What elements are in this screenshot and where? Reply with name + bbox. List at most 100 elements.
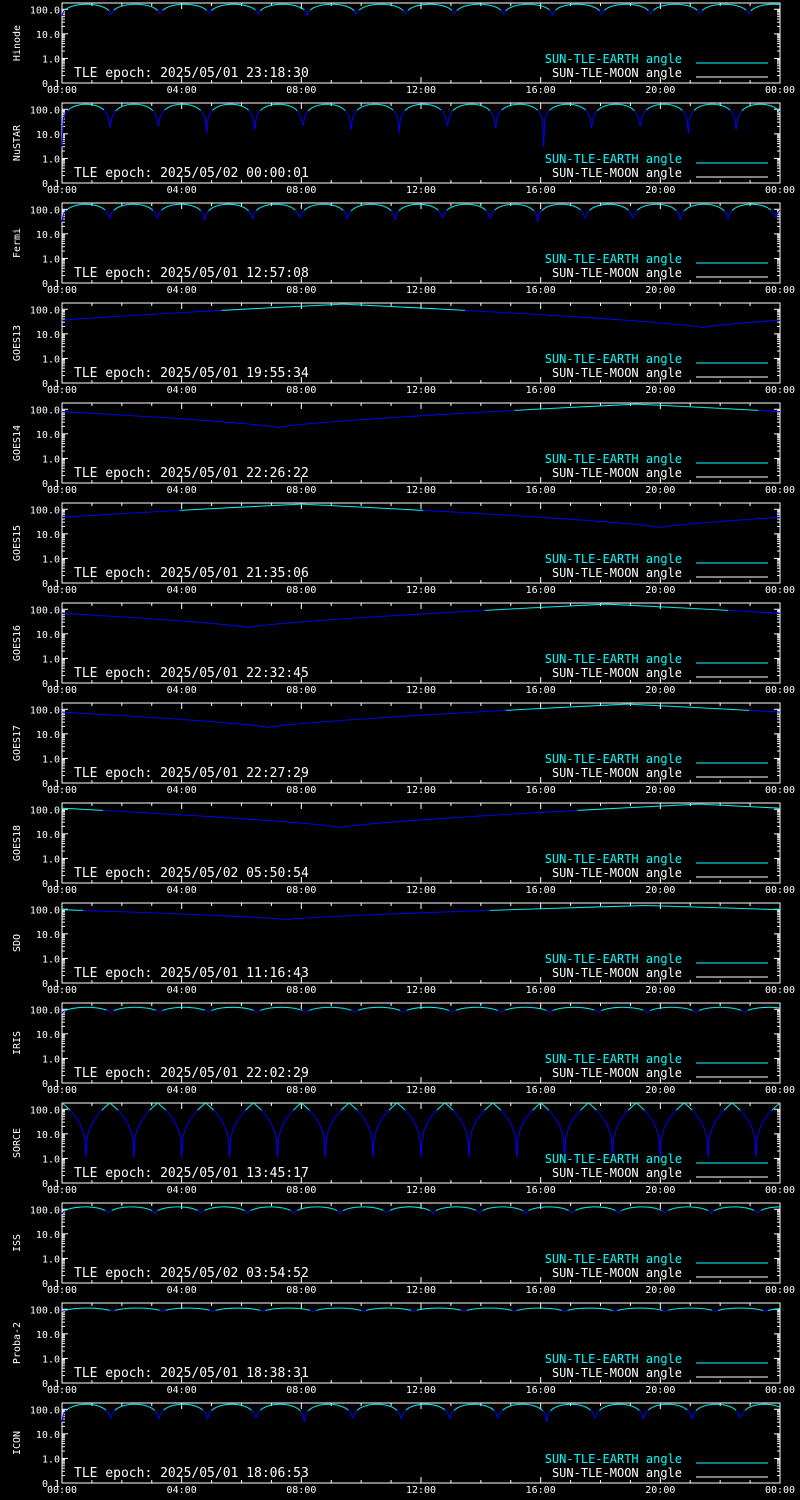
sun-earth-segment — [586, 212, 588, 216]
sun-earth-segment — [157, 213, 160, 218]
sun-earth-segment — [256, 114, 258, 118]
sun-earth-segment — [339, 207, 342, 210]
tle-epoch-label: TLE epoch: 2025/05/01 22:26:22 — [74, 466, 309, 481]
sun-earth-segment — [402, 10, 405, 12]
sun-earth-segment — [352, 113, 355, 117]
sun-earth-segment — [593, 206, 595, 208]
sun-earth-segment — [260, 9, 262, 12]
sun-earth-segment — [168, 106, 170, 108]
sun-earth-segment — [630, 107, 632, 109]
sun-earth-segment — [66, 7, 69, 9]
sun-earth-segment — [153, 7, 155, 9]
sun-earth-segment — [657, 6, 659, 9]
sun-earth-segment — [457, 106, 460, 108]
legend-sun-earth-label: SUN-TLE-EARTH angle — [545, 352, 682, 366]
x-tick-label: 08:00 — [286, 85, 316, 96]
sun-earth-segment — [106, 8, 109, 11]
sun-earth-segment — [300, 7, 302, 9]
sun-earth-segment — [773, 106, 776, 109]
legend-sun-earth-label: SUN-TLE-EARTH angle — [545, 52, 682, 66]
sun-earth-segment — [159, 210, 162, 213]
sun-earth-segment — [159, 115, 162, 120]
x-tick-label: 00:00 — [47, 85, 77, 96]
sun-earth-segment — [498, 112, 501, 115]
sun-earth-segment — [247, 209, 249, 212]
sun-earth-segment — [681, 110, 684, 112]
sun-earth-segment — [639, 207, 641, 209]
sun-earth-segment — [107, 213, 110, 217]
sun-earth-segment — [114, 110, 117, 113]
sun-earth-segment — [645, 7, 647, 10]
y-tick-label: 1.0 — [42, 154, 60, 165]
sun-earth-segment — [676, 211, 679, 214]
sun-earth-segment — [356, 10, 359, 13]
sun-earth-segment — [155, 8, 157, 11]
sun-earth-segment — [629, 106, 631, 109]
sun-earth-segment — [101, 207, 104, 209]
x-tick-label: 08:00 — [286, 385, 316, 396]
sun-earth-segment — [389, 107, 392, 110]
sun-earth-segment — [303, 9, 306, 12]
sun-earth-segment — [634, 110, 636, 113]
sun-earth-segment — [579, 208, 581, 211]
x-tick-label: 04:00 — [167, 485, 197, 496]
sun-earth-segment — [438, 210, 441, 213]
sun-earth-segment — [119, 106, 122, 109]
sun-earth-segment — [260, 206, 262, 209]
sun-earth-segment — [385, 206, 388, 209]
x-tick-label: 04:00 — [167, 285, 197, 296]
sun-earth-segment — [162, 110, 165, 113]
panel-nustar: 00:00 04:00 08:00 12:00 16:00 20:00 00:00 100.0… — [12, 102, 795, 196]
sun-earth-segment — [302, 8, 305, 11]
sun-earth-segment — [109, 122, 112, 128]
sun-earth-segment — [559, 6, 561, 8]
sun-earth-segment — [104, 7, 107, 9]
sun-earth-segment — [491, 112, 494, 116]
sun-earth-segment — [656, 7, 658, 9]
sun-earth-segment — [628, 209, 630, 212]
sun-earth-segment — [107, 9, 110, 12]
sun-earth-segment — [354, 110, 357, 113]
sun-earth-segment — [552, 12, 555, 16]
sun-earth-segment — [359, 8, 362, 10]
sun-earth-segment — [448, 7, 451, 10]
sun-earth-segment — [251, 113, 253, 117]
sun-earth-segment — [66, 208, 69, 211]
sun-earth-segment — [405, 11, 408, 14]
sun-earth-segment — [544, 207, 546, 209]
sun-earth-segment — [355, 109, 358, 112]
sun-earth-segment — [635, 210, 637, 213]
sun-earth-segment — [582, 107, 584, 109]
y-tick-label: 0.1 — [42, 179, 60, 190]
sun-earth-segment — [197, 207, 199, 210]
sun-earth-segment — [597, 8, 599, 11]
sun-earth-segment — [434, 207, 437, 209]
sun-earth-segment — [357, 108, 360, 110]
sun-earth-segment — [499, 110, 502, 113]
sun-earth-segment — [358, 107, 361, 109]
x-tick-label: 00:00 — [47, 185, 77, 196]
sun-earth-segment — [101, 108, 104, 110]
legend-sun-earth-label: SUN-TLE-EARTH angle — [545, 252, 682, 266]
sun-earth-segment — [258, 111, 260, 114]
sun-earth-segment — [301, 210, 304, 213]
sun-earth-segment — [725, 213, 728, 217]
sun-earth-segment — [249, 110, 251, 113]
sun-earth-segment — [648, 10, 650, 13]
sun-earth-segment — [448, 207, 451, 210]
sun-earth-segment — [483, 208, 486, 210]
sun-earth-segment — [603, 9, 605, 12]
sun-earth-segment — [202, 212, 205, 216]
sun-earth-segment — [208, 209, 210, 212]
x-tick-label: 12:00 — [406, 85, 436, 96]
sun-earth-segment — [199, 109, 201, 111]
sun-earth-segment — [210, 10, 212, 13]
sun-earth-segment — [407, 9, 410, 11]
sun-earth-segment — [775, 107, 778, 110]
sun-earth-segment — [116, 108, 119, 110]
sun-earth-segment — [64, 210, 67, 213]
sun-earth-segment — [677, 106, 679, 108]
sun-earth-segment — [105, 210, 108, 213]
sun-earth-segment — [768, 208, 771, 210]
sun-earth-segment — [353, 112, 356, 115]
